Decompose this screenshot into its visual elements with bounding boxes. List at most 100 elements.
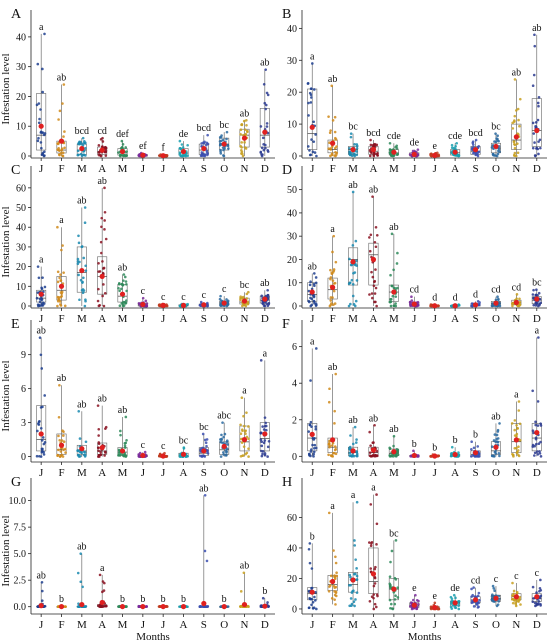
x-tick-label: O — [220, 163, 228, 175]
data-point — [219, 152, 223, 155]
data-point — [349, 302, 352, 306]
mean-marker — [330, 140, 336, 146]
data-point — [104, 150, 108, 154]
data-point — [511, 127, 515, 130]
significance-letter: a — [39, 255, 44, 266]
y-tick-label: 50 — [287, 185, 297, 196]
mean-marker — [160, 302, 166, 309]
data-point — [332, 549, 335, 552]
data-point — [220, 433, 223, 437]
significance-letter: b — [262, 586, 267, 597]
significance-letter: a — [310, 336, 315, 347]
data-point — [312, 120, 316, 124]
significance-letter: a — [39, 22, 44, 33]
data-point — [449, 605, 453, 609]
data-point — [245, 435, 249, 439]
data-point — [35, 454, 39, 458]
data-point — [534, 121, 538, 124]
data-point — [41, 276, 44, 279]
data-point — [414, 593, 417, 597]
y-axis-title: Infestation level — [0, 206, 12, 277]
mean-marker — [391, 149, 397, 155]
x-tick-label: A — [98, 619, 106, 631]
data-point — [104, 604, 107, 608]
data-point — [200, 151, 204, 154]
x-tick-label: O — [492, 163, 500, 175]
box-E-A-7: bc — [178, 436, 189, 458]
data-point — [513, 154, 516, 158]
data-point — [37, 102, 41, 105]
data-point — [512, 589, 516, 593]
box-A-S-8: bcd — [197, 123, 211, 158]
x-tick-label: M — [77, 467, 87, 479]
significance-letter: bc — [219, 120, 229, 131]
data-point — [373, 582, 377, 585]
data-point — [103, 454, 106, 457]
significance-letter: b — [181, 594, 186, 605]
data-point — [312, 450, 316, 454]
data-point — [371, 275, 375, 279]
data-point — [181, 146, 185, 149]
significance-letter: e — [432, 591, 437, 602]
mean-marker — [38, 431, 44, 437]
x-tick-label: J — [310, 467, 315, 479]
data-point — [96, 404, 100, 407]
data-point — [416, 303, 420, 307]
data-point — [310, 138, 313, 141]
data-point — [102, 267, 105, 270]
data-point — [61, 154, 64, 157]
x-tick-label: N — [512, 619, 520, 631]
data-point — [225, 440, 229, 444]
data-point — [241, 428, 244, 431]
significance-letter: ab — [512, 67, 521, 78]
box-G-A-3: a — [97, 563, 108, 608]
iqr-box — [388, 284, 399, 302]
x-tick-label: A — [98, 467, 106, 479]
data-point — [314, 427, 318, 431]
data-point — [539, 604, 542, 607]
data-point — [117, 605, 120, 608]
data-point — [247, 437, 250, 441]
data-point — [77, 241, 81, 245]
y-tick-label: 20 — [287, 574, 297, 585]
box-H-J-0: b — [307, 531, 318, 611]
data-point — [409, 455, 413, 458]
data-point — [79, 580, 83, 584]
x-tick-label: M — [118, 619, 128, 631]
y-tick-label: 6 — [21, 384, 26, 395]
data-point — [475, 603, 479, 606]
significance-letter: ab — [328, 74, 337, 85]
box-B-F-1: ab — [327, 74, 339, 158]
data-point — [56, 295, 59, 299]
mean-marker — [309, 589, 315, 595]
data-point — [494, 440, 497, 443]
data-point — [393, 602, 397, 606]
mean-marker — [221, 300, 227, 306]
x-tick-label: A — [98, 313, 106, 325]
data-point — [496, 295, 499, 298]
data-point — [370, 270, 373, 274]
data-point — [59, 303, 62, 306]
data-point — [331, 250, 334, 254]
data-point — [353, 263, 357, 267]
data-point — [496, 603, 500, 606]
x-tick-label: D — [533, 619, 541, 631]
data-point — [219, 455, 223, 458]
box-C-A-7: c — [178, 292, 189, 309]
mean-marker — [99, 273, 105, 280]
data-point — [307, 101, 310, 105]
iqr-box — [36, 93, 47, 151]
data-point — [355, 147, 359, 150]
data-point — [82, 256, 86, 260]
data-point — [104, 146, 108, 150]
data-point — [120, 139, 124, 143]
data-point — [57, 148, 61, 152]
data-point — [76, 257, 80, 261]
data-point — [38, 300, 42, 304]
data-point — [222, 441, 225, 445]
data-point — [490, 445, 494, 449]
data-point — [495, 433, 499, 437]
data-point — [145, 302, 149, 305]
